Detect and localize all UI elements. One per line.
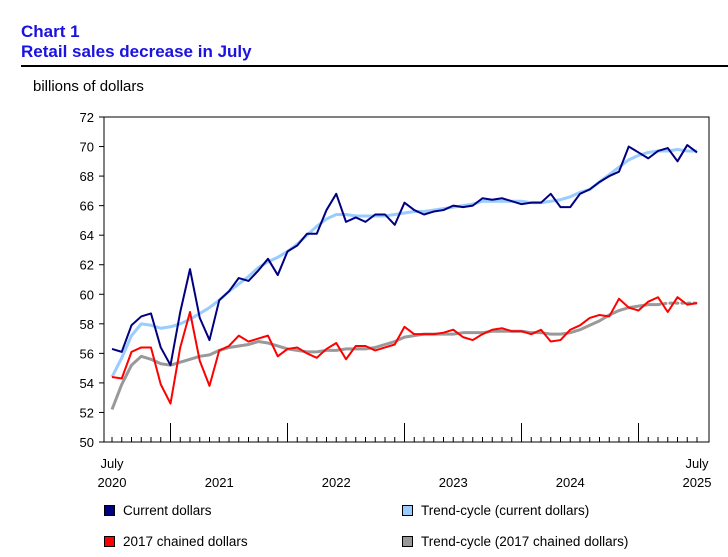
y-tick-label: 70 bbox=[80, 140, 94, 155]
y-tick-label: 66 bbox=[80, 199, 94, 214]
y-axis-label: billions of dollars bbox=[33, 78, 144, 95]
x-tick-label: 2020 bbox=[98, 475, 127, 490]
x-tick-label: 2023 bbox=[439, 475, 468, 490]
legend-swatch-trend-current bbox=[402, 505, 413, 516]
plot-frame bbox=[103, 116, 710, 443]
y-tick-label: 68 bbox=[80, 169, 94, 184]
x-tick-label: 2024 bbox=[556, 475, 585, 490]
legend-label-current: Current dollars bbox=[123, 503, 212, 518]
legend-item-trend-current: Trend-cycle (current dollars) bbox=[402, 503, 589, 518]
y-tick-label: 58 bbox=[80, 317, 94, 332]
legend-item-chained: 2017 chained dollars bbox=[104, 534, 248, 549]
legend-item-current: Current dollars bbox=[104, 503, 212, 518]
x-tick-label: July bbox=[685, 456, 709, 471]
series-line-trend-cycle-current-dollars bbox=[110, 148, 697, 378]
line-chart: 50 52 54 56 58 60 62 64 66 68 70 72 July 2020 2021 2022… bbox=[80, 110, 712, 490]
legend-swatch-current bbox=[104, 505, 115, 516]
x-tick-label: 2021 bbox=[205, 475, 234, 490]
y-tick-label: 52 bbox=[80, 405, 94, 420]
title-rule bbox=[21, 65, 728, 67]
y-tick-label: 72 bbox=[80, 110, 94, 125]
legend-label-trend-current: Trend-cycle (current dollars) bbox=[421, 503, 590, 518]
y-tick-label: 56 bbox=[80, 346, 94, 361]
y-tick-label: 60 bbox=[80, 287, 94, 302]
x-tick-label: 2025 bbox=[683, 475, 712, 490]
y-tick-label: 64 bbox=[80, 228, 94, 243]
y-tick-label: 62 bbox=[80, 258, 94, 273]
legend-label-trend-chained: Trend-cycle (2017 chained dollars) bbox=[421, 534, 629, 549]
y-tick-label: 54 bbox=[80, 376, 94, 391]
legend-item-trend-chained: Trend-cycle (2017 chained dollars) bbox=[402, 534, 628, 549]
series-line-current-dollars bbox=[111, 144, 698, 367]
legend-swatch-trend-chained bbox=[402, 536, 413, 547]
series-line-2017-chained-dollars bbox=[111, 296, 698, 405]
y-tick-label: 50 bbox=[80, 435, 94, 450]
chart-number: Chart 1 bbox=[21, 22, 80, 41]
x-tick-label: July bbox=[100, 456, 124, 471]
x-tick-label: 2022 bbox=[322, 475, 351, 490]
legend-label-chained: 2017 chained dollars bbox=[123, 534, 248, 549]
legend-swatch-chained bbox=[104, 536, 115, 547]
chart-title: Retail sales decrease in July bbox=[21, 42, 252, 61]
series-line-trend-cycle-2017-chained-dollars bbox=[110, 303, 658, 411]
